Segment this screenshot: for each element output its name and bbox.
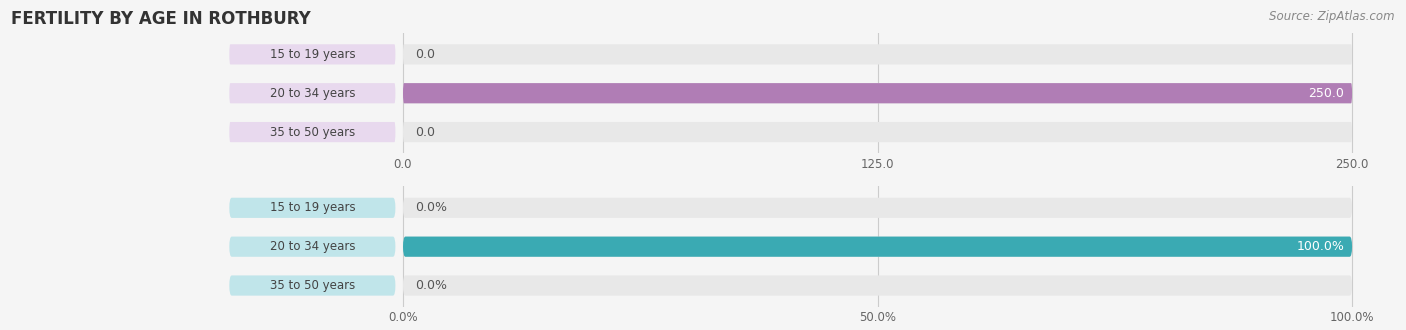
Text: 0.0: 0.0 [415, 126, 436, 139]
FancyBboxPatch shape [229, 198, 395, 218]
FancyBboxPatch shape [404, 122, 1353, 142]
Text: 0.0%: 0.0% [415, 201, 447, 214]
Text: 20 to 34 years: 20 to 34 years [270, 87, 356, 100]
Text: 0.0: 0.0 [415, 48, 436, 61]
FancyBboxPatch shape [404, 237, 1353, 257]
Text: Source: ZipAtlas.com: Source: ZipAtlas.com [1270, 10, 1395, 23]
FancyBboxPatch shape [404, 198, 1353, 218]
Text: 35 to 50 years: 35 to 50 years [270, 279, 354, 292]
Text: 15 to 19 years: 15 to 19 years [270, 201, 356, 214]
FancyBboxPatch shape [404, 237, 1353, 257]
FancyBboxPatch shape [404, 276, 1353, 296]
FancyBboxPatch shape [229, 237, 395, 257]
Text: 20 to 34 years: 20 to 34 years [270, 240, 356, 253]
FancyBboxPatch shape [229, 276, 395, 296]
FancyBboxPatch shape [404, 83, 1353, 103]
FancyBboxPatch shape [404, 44, 1353, 64]
Text: FERTILITY BY AGE IN ROTHBURY: FERTILITY BY AGE IN ROTHBURY [11, 10, 311, 28]
Text: 0.0%: 0.0% [415, 279, 447, 292]
FancyBboxPatch shape [229, 122, 395, 142]
FancyBboxPatch shape [229, 44, 395, 64]
Text: 35 to 50 years: 35 to 50 years [270, 126, 354, 139]
Text: 250.0: 250.0 [1309, 87, 1344, 100]
Text: 15 to 19 years: 15 to 19 years [270, 48, 356, 61]
Text: 100.0%: 100.0% [1296, 240, 1344, 253]
FancyBboxPatch shape [404, 83, 1353, 103]
FancyBboxPatch shape [229, 83, 395, 103]
